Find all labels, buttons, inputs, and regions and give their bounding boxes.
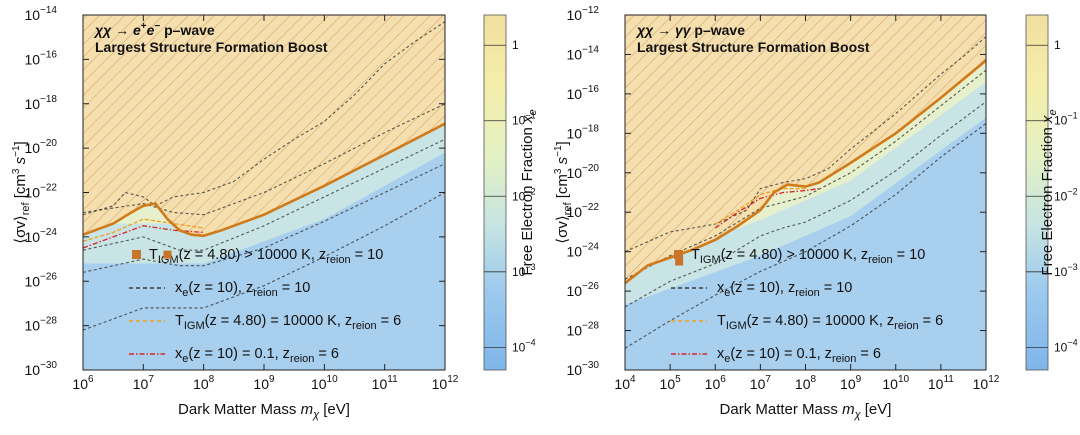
colorbar-tick-label: 10−1 [1054, 111, 1078, 128]
colorbar-label: Free Electron Fraction xe [1039, 109, 1059, 275]
legend-marker-square [674, 250, 683, 259]
y-tick-label: 10−22 [566, 202, 599, 220]
y-tick-label: 10−22 [24, 183, 57, 201]
y-tick-label: 10−12 [566, 5, 599, 23]
y-tick-label: 10−18 [24, 94, 57, 112]
x-tick-label: 105 [660, 374, 682, 392]
colorbar [483, 14, 507, 371]
y-tick-label: 10−18 [566, 123, 599, 141]
xe-contour-line [83, 163, 445, 273]
legend-label: TIGM(z = 4.80) > 10000 K, zreion = 10 [149, 247, 383, 266]
xe-contour-line [83, 138, 445, 251]
x-tick-label: 108 [795, 374, 817, 392]
xe-contour-line [625, 101, 986, 308]
y-tick-label: 10−30 [24, 360, 57, 378]
y-tick-label: 10−16 [24, 49, 57, 67]
x-axis-label: Dark Matter Mass mχ [eV] [720, 401, 892, 421]
x-tick-label: 1010 [882, 374, 909, 392]
plot-area [625, 15, 986, 370]
colorbar [1025, 14, 1049, 371]
y-tick-label: 10−20 [24, 138, 57, 156]
x-tick-label: 108 [193, 374, 215, 392]
xe-contour-line [625, 69, 986, 280]
y-tick-label: 10−14 [566, 44, 599, 62]
x-tick-label: 1012 [432, 374, 459, 392]
plot-area [83, 15, 445, 370]
y-tick-label: 10−20 [566, 163, 599, 181]
x-tick-label: 109 [253, 374, 275, 392]
x-tick-label: 1011 [372, 374, 398, 392]
y-tick-label: 10−14 [24, 5, 57, 23]
y-tick-label: 10−28 [566, 321, 599, 339]
y-tick-label: 10−24 [566, 242, 599, 260]
colorbar-tick-label: 10−3 [512, 262, 536, 279]
legend-label: xe(z = 10), zreion = 10 [175, 280, 310, 299]
y-tick-label: 10−28 [24, 316, 57, 334]
chart-title: χχ → γγ p–wave [635, 22, 745, 38]
x-tick-label: 107 [750, 374, 772, 392]
colorbar-tick-label: 10−2 [512, 186, 536, 203]
y-tick-label: 10−26 [24, 271, 57, 289]
legend-label: TIGM(z = 4.80) = 10000 K, zreion = 6 [717, 313, 943, 332]
colorbar-tick-label: 1 [1054, 38, 1061, 52]
chart-subtitle: Largest Structure Formation Boost [637, 39, 870, 55]
chart-subtitle: Largest Structure Formation Boost [95, 39, 328, 55]
colorbar-tick-label: 10−1 [512, 111, 536, 128]
x-tick-label: 109 [840, 374, 862, 392]
y-axis-label: ⟨σv⟩ref [cm3 s−1] [11, 141, 32, 243]
colorbar-tick-label: 10−4 [512, 337, 536, 354]
x-tick-label: 106 [705, 374, 727, 392]
x-tick-label: 104 [614, 374, 636, 392]
xe-contour-line [625, 123, 986, 349]
x-tick-label: 1011 [928, 374, 954, 392]
y-axis-label: ⟨σv⟩ref [cm3 s−1] [553, 141, 574, 243]
y-tick-label: 10−30 [566, 360, 599, 378]
xe-contour-line [83, 192, 445, 331]
excluded-region-hatched [83, 15, 445, 236]
legend-label: TIGM(z = 4.80) = 10000 K, zreion = 6 [175, 313, 401, 332]
x-tick-label: 1010 [311, 374, 338, 392]
colorbar-tick-label: 1 [512, 38, 519, 52]
y-tick-label: 10−26 [566, 281, 599, 299]
tigm-marker [163, 250, 172, 259]
colorbar-tick-label: 10−2 [1054, 186, 1078, 203]
x-tick-label: 1012 [973, 374, 1000, 392]
chart-title: χχ → e+e− p–wave [93, 21, 215, 38]
x-tick-label: 106 [72, 374, 94, 392]
x-tick-label: 107 [133, 374, 155, 392]
xe-reion6-line [83, 225, 204, 249]
y-tick-label: 10−24 [24, 227, 57, 245]
x-axis-label: Dark Matter Mass mχ [eV] [178, 401, 350, 421]
colorbar-tick-label: 10−4 [1054, 337, 1078, 354]
tigm-marker [675, 257, 684, 266]
tigm-reion6-line [714, 187, 806, 225]
tigm-boundary-line [83, 122, 445, 238]
legend-label: xe(z = 10) = 0.1, zreion = 6 [175, 346, 339, 365]
xe-contour-line [83, 21, 445, 216]
legend-marker-square [132, 250, 141, 259]
colorbar-tick-label: 10−3 [1054, 262, 1078, 279]
excluded-region-hatched [625, 15, 986, 284]
colorbar-label: Free Electron Fraction xe [519, 109, 539, 275]
y-tick-label: 10−16 [566, 84, 599, 102]
tigm-reion6-line [83, 218, 204, 242]
legend-label: TIGM(z = 4.80) > 10000 K, zreion = 10 [691, 247, 925, 266]
legend-label: xe(z = 10) = 0.1, zreion = 6 [717, 346, 881, 365]
legend-label: xe(z = 10), zreion = 10 [717, 280, 852, 299]
